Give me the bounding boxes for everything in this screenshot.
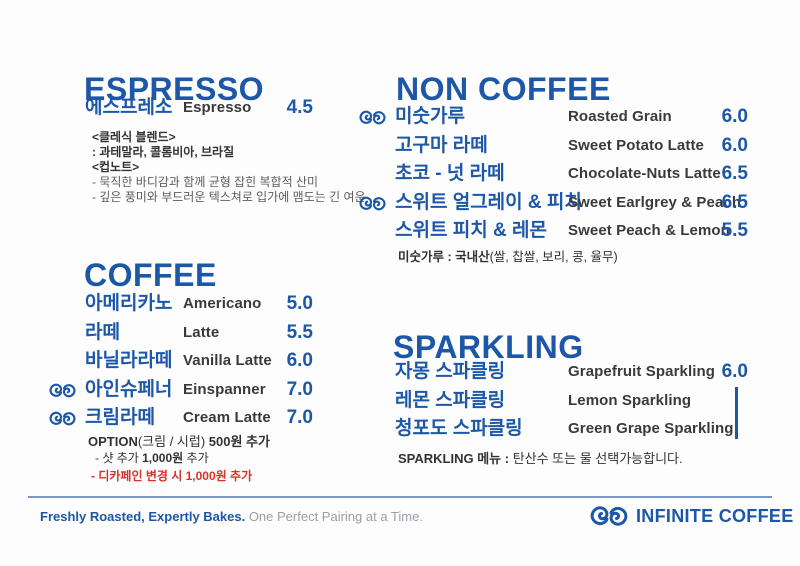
menu-item-vanilla-latte: 바닐라라떼 Vanilla Latte 6.0 xyxy=(85,348,313,374)
espresso-tasting-notes: <클레식 블렌드> : 과테말라, 콜롬비아, 브라질 <컵노트> - 묵직한 … xyxy=(92,130,366,205)
note-line: : 과테말라, 콜롬비아, 브라질 xyxy=(92,145,235,159)
item-name-en: Grapefruit Sparkling xyxy=(568,363,716,380)
item-name-en: Latte xyxy=(183,324,220,341)
menu-item-einspanner: 아인슈페너 Einspanner 7.0 xyxy=(85,377,313,403)
option-price: 500원 추가 xyxy=(208,434,270,449)
item-name-kr: 미숫가루 xyxy=(395,106,465,127)
note-line: - 묵직한 바디감과 함께 균형 잡힌 복합적 산미 xyxy=(92,175,319,189)
item-name-kr: 크림라떼 xyxy=(85,407,155,428)
item-name-kr: 레몬 스파클링 xyxy=(395,390,506,411)
menu-item-lemon-sparkling: 레몬 스파클링 Lemon Sparkling xyxy=(395,388,748,414)
menu-item-grapefruit-sparkling: 자몽 스파클링 Grapefruit Sparkling 6.0 xyxy=(395,359,748,385)
item-price: 6.0 xyxy=(721,106,748,127)
option-detail: 추가 xyxy=(183,451,209,465)
note-line: <컵노트> xyxy=(92,160,140,174)
note-rest: (쌀, 찹쌀, 보리, 콩, 율무) xyxy=(489,250,618,264)
infinity-spiral-icon xyxy=(48,410,77,427)
item-price: 5.0 xyxy=(286,293,313,314)
item-price: 6.5 xyxy=(721,163,748,184)
note-rest: 탄산수 또는 물 선택가능합니다. xyxy=(512,451,683,466)
menu-item-espresso: 에스프레소 Espresso 4.5 xyxy=(85,95,313,121)
tagline-bold: Freshly Roasted, Expertly Bakes. xyxy=(40,509,246,524)
option-detail: - 샷 추가 xyxy=(95,451,143,465)
menu-item-sweet-potato-latte: 고구마 라떼 Sweet Potato Latte 6.0 xyxy=(395,133,748,159)
item-name-kr: 스위트 피치 & 레몬 xyxy=(395,220,547,241)
brand-lockup: INFINITE COFFEE xyxy=(589,503,794,529)
infinity-spiral-icon xyxy=(358,109,387,126)
note-lead: 미숫가루 : 국내산 xyxy=(398,250,490,264)
option-detail: (크림 / 시럽) xyxy=(137,434,209,449)
note-line: - 깊은 풍미와 부드러운 텍스쳐로 입가에 맴도는 긴 여운 xyxy=(92,190,366,204)
item-name-kr: 청포도 스파클링 xyxy=(395,418,523,439)
menu-item-sweet-peach-lemon: 스위트 피치 & 레몬 Sweet Peach & Lemon 5.5 xyxy=(395,218,748,244)
option-price: 1,000원 xyxy=(142,451,184,465)
section-title-espresso: ESPRESSO xyxy=(84,71,265,108)
item-price: 7.0 xyxy=(286,379,313,400)
item-name-kr: 스위트 얼그레이 & 피치 xyxy=(395,192,582,213)
tagline-rest: One Perfect Pairing at a Time. xyxy=(245,509,423,524)
item-price: 4.5 xyxy=(286,97,313,118)
item-price: 6.5 xyxy=(721,192,748,213)
option-detail: - 디카페인 변경 시 xyxy=(91,469,186,483)
footer-divider xyxy=(28,496,772,498)
item-name-kr: 자몽 스파클링 xyxy=(395,361,506,382)
item-name-en: Chocolate-Nuts Latte xyxy=(568,165,721,182)
option-decaf: - 디카페인 변경 시 1,000원 추가 xyxy=(91,467,252,484)
item-name-en: Espresso xyxy=(183,99,252,116)
item-price: 6.0 xyxy=(286,350,313,371)
note-line: <클레식 블렌드> xyxy=(92,130,176,144)
option-detail: 추가 xyxy=(226,469,253,483)
brand-name: INFINITE COFFEE xyxy=(636,506,794,526)
section-title-coffee: COFFEE xyxy=(84,257,217,294)
item-name-en: Vanilla Latte xyxy=(183,352,272,369)
item-name-en: Cream Latte xyxy=(183,409,271,426)
note-lead: SPARKLING 메뉴 : xyxy=(398,451,513,466)
item-name-en: Sweet Peach & Lemon xyxy=(568,222,730,239)
item-name-en: Lemon Sparkling xyxy=(568,392,692,409)
misugaru-origin-note: 미숫가루 : 국내산(쌀, 찹쌀, 보리, 콩, 율무) xyxy=(398,246,618,265)
section-title-sparkling: SPARKLING xyxy=(393,329,584,366)
item-name-en: Green Grape Sparkling xyxy=(568,420,734,437)
menu-item-roasted-grain: 미숫가루 Roasted Grain 6.0 xyxy=(395,104,748,130)
sparkling-choice-note: SPARKLING 메뉴 : 탄산수 또는 물 선택가능합니다. xyxy=(398,448,683,467)
option-label: OPTION xyxy=(88,434,138,449)
menu-item-cream-latte: 크림라떼 Cream Latte 7.0 xyxy=(85,405,313,431)
infinity-spiral-icon xyxy=(358,195,387,212)
menu-item-sweet-earlgrey-peach: 스위트 얼그레이 & 피치 Sweet Earlgrey & Peach 6.5 xyxy=(395,190,748,216)
item-name-en: Sweet Potato Latte xyxy=(568,137,704,154)
footer-tagline: Freshly Roasted, Expertly Bakes. One Per… xyxy=(40,509,423,524)
item-name-en: Roasted Grain xyxy=(568,108,672,125)
option-header: OPTION(크림 / 시럽) 500원 추가 xyxy=(88,431,270,450)
menu-item-chocolate-nuts-latte: 초코 - 넛 라떼 Chocolate-Nuts Latte 6.5 xyxy=(395,161,748,187)
menu-item-green-grape-sparkling: 청포도 스파클링 Green Grape Sparkling xyxy=(395,416,748,442)
item-price: 6.0 xyxy=(721,135,748,156)
item-name-kr: 라떼 xyxy=(85,322,120,343)
item-name-en: Einspanner xyxy=(183,381,266,398)
infinity-spiral-icon xyxy=(589,503,629,529)
item-name-kr: 아메리카노 xyxy=(85,293,173,314)
menu-item-latte: 라떼 Latte 5.5 xyxy=(85,320,313,346)
item-price: 5.5 xyxy=(721,220,748,241)
infinity-spiral-icon xyxy=(48,382,77,399)
item-price: 6.0 xyxy=(721,361,748,382)
item-name-kr: 바닐라라떼 xyxy=(85,350,173,371)
item-name-en: Americano xyxy=(183,295,262,312)
item-name-kr: 아인슈페너 xyxy=(85,379,173,400)
item-name-en: Sweet Earlgrey & Peach xyxy=(568,194,742,211)
item-price: 7.0 xyxy=(286,407,313,428)
same-price-ditto-bar xyxy=(735,387,738,439)
item-price: 5.5 xyxy=(286,322,313,343)
item-name-kr: 에스프레소 xyxy=(85,97,173,118)
menu-item-americano: 아메리카노 Americano 5.0 xyxy=(85,291,313,317)
section-title-non-coffee: NON COFFEE xyxy=(396,71,611,108)
option-shot: - 샷 추가 1,000원 추가 xyxy=(95,449,209,466)
option-price: 1,000원 xyxy=(185,469,227,483)
item-name-kr: 고구마 라떼 xyxy=(395,135,488,156)
item-name-kr: 초코 - 넛 라떼 xyxy=(395,163,505,184)
